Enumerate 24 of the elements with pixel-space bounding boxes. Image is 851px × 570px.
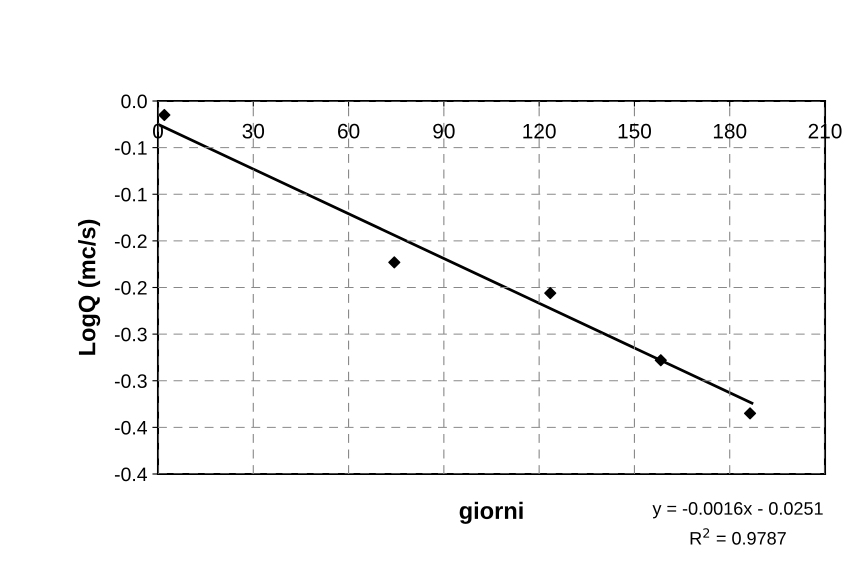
x-tick-label: 120	[523, 124, 556, 139]
y-tick-label: -0.1	[114, 141, 147, 155]
point	[654, 354, 667, 366]
y-tick-label: -0.3	[114, 374, 147, 388]
y-tick-label: -0.2	[114, 234, 147, 248]
point	[744, 407, 756, 420]
x-tick-label: 90	[433, 124, 455, 139]
y-axis-title: LogQ (mc/s)	[78, 220, 100, 355]
point	[388, 256, 400, 268]
x-axis-title: giorni	[460, 502, 523, 524]
point	[158, 108, 170, 122]
point	[544, 287, 556, 300]
y-tick-label: -0.1	[114, 188, 147, 202]
text: R$^{2}$ = 0.9787	[690, 528, 786, 545]
x-tick-label: 150	[618, 124, 651, 139]
x-tick-label: 60	[338, 124, 360, 139]
y-tick-label: -0.4	[114, 420, 148, 435]
text: y = -0.0016x - 0.0251	[652, 502, 823, 518]
x-tick-label: 180	[714, 124, 746, 139]
y-tick-label: -0.2	[114, 280, 147, 295]
x-tick-label: 30	[242, 124, 264, 139]
y-tick-label: 0.0	[121, 94, 147, 108]
y-tick-label: -0.3	[114, 328, 147, 342]
y-tick-label: -0.4	[114, 467, 148, 482]
